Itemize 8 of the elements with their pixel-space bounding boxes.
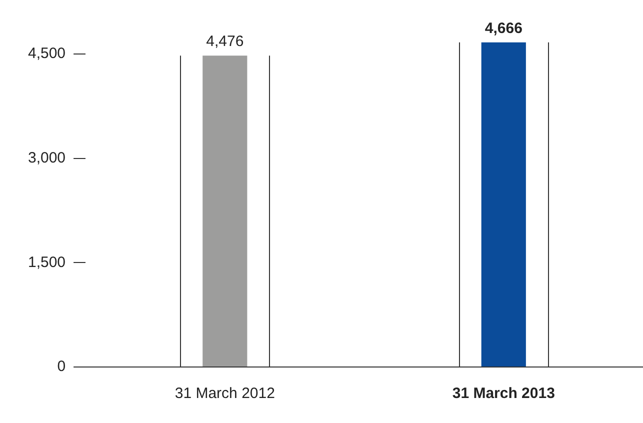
x-tick-label: 31 March 2013 bbox=[452, 385, 555, 402]
x-tick-label: 31 March 2012 bbox=[174, 385, 275, 402]
y-tick-label: 4,500 bbox=[28, 45, 66, 62]
y-tick-label: 1,500 bbox=[28, 254, 66, 271]
y-tick-label: 0 bbox=[57, 358, 66, 376]
data-label: 4,666 bbox=[484, 20, 522, 38]
data-label: 4,476 bbox=[206, 33, 244, 50]
y-tick-label: 3,000 bbox=[28, 149, 66, 166]
